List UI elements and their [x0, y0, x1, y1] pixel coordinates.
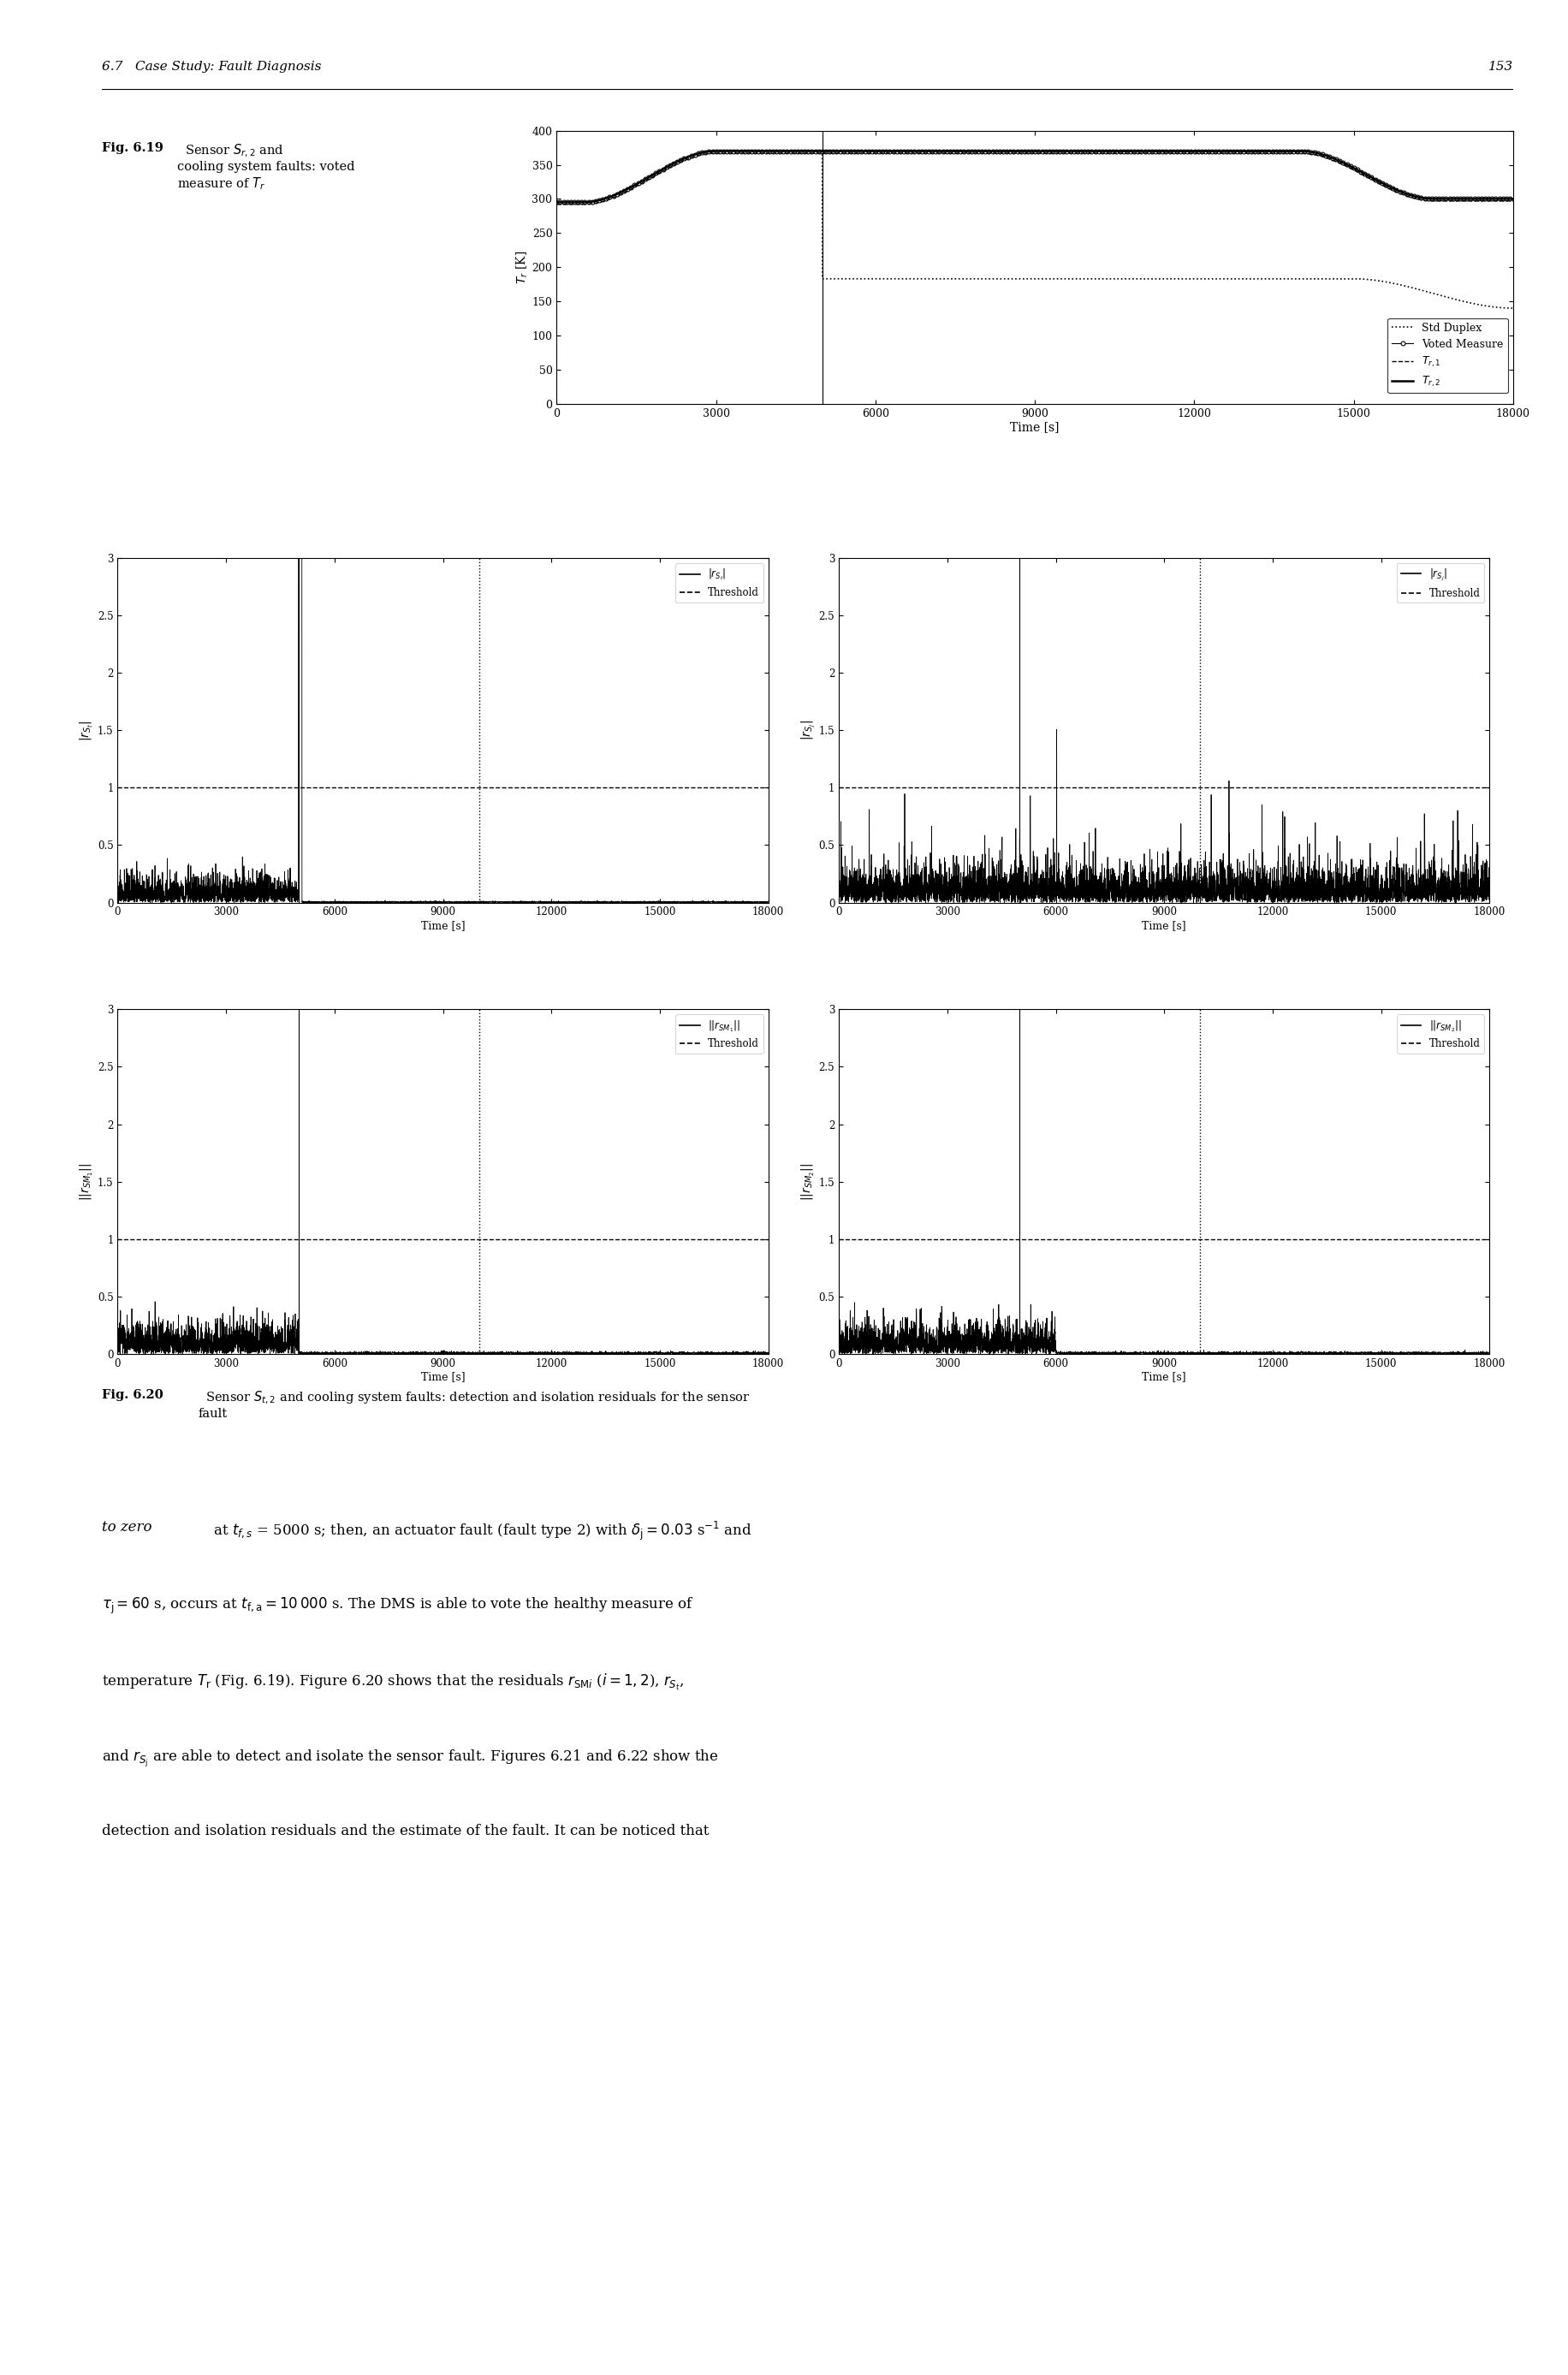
Legend: $||r_{SM_2}||$, Threshold: $||r_{SM_2}||$, Threshold: [1397, 1014, 1485, 1054]
Legend: $|r_{S_t}|$, Threshold: $|r_{S_t}|$, Threshold: [676, 563, 764, 603]
Text: $\tau_{\rm j} = 60$ s, occurs at $t_{\rm f,a} = 10\,000$ s. The DMS is able to v: $\tau_{\rm j} = 60$ s, occurs at $t_{\rm…: [102, 1596, 695, 1615]
Text: detection and isolation residuals and the estimate of the fault. It can be notic: detection and isolation residuals and th…: [102, 1824, 709, 1838]
Text: at $t_{f,s}$ = 5000 s; then, an actuator fault (fault type 2) with $\delta_{\rm : at $t_{f,s}$ = 5000 s; then, an actuator…: [209, 1520, 753, 1541]
$T_{r,2}$: [1171, 138, 1190, 166]
Std Duplex: [867, 264, 886, 292]
Voted Measure: [693, 138, 712, 166]
Text: to zero: to zero: [102, 1520, 152, 1534]
$T_{r,2}$: [815, 138, 834, 166]
$T_{r,2}$: [1104, 138, 1123, 166]
Std Duplex: [815, 264, 834, 292]
$T_{r,1}$: [815, 138, 834, 166]
Std Duplex: [1171, 264, 1190, 292]
Text: temperature $T_{\rm r}$ (Fig. 6.19). Figure 6.20 shows that the residuals $r_{\r: temperature $T_{\rm r}$ (Fig. 6.19). Fig…: [102, 1672, 684, 1691]
$T_{r,2}$: [867, 138, 886, 166]
$T_{r,2}$: [1504, 185, 1523, 214]
Voted Measure: [1501, 185, 1519, 214]
Line: $T_{r,1}$: $T_{r,1}$: [557, 152, 1513, 204]
Legend: $||r_{SM_1}||$, Threshold: $||r_{SM_1}||$, Threshold: [676, 1014, 764, 1054]
Legend: $|r_{S_j}|$, Threshold: $|r_{S_j}|$, Threshold: [1397, 563, 1485, 603]
$T_{r,1}$: [867, 138, 886, 166]
Voted Measure: [583, 188, 602, 216]
Text: and $r_{S_{\rm j}}$ are able to detect and isolate the sensor fault. Figures 6.2: and $r_{S_{\rm j}}$ are able to detect a…: [102, 1748, 718, 1769]
X-axis label: Time [s]: Time [s]: [1142, 919, 1187, 931]
Voted Measure: [1203, 138, 1221, 166]
Line: $T_{r,2}$: $T_{r,2}$: [557, 152, 1513, 202]
Line: Std Duplex: Std Duplex: [557, 152, 1513, 309]
Std Duplex: [547, 188, 566, 216]
X-axis label: Time [s]: Time [s]: [420, 919, 466, 931]
Text: 153: 153: [1488, 59, 1513, 74]
Std Duplex: [1425, 280, 1444, 309]
X-axis label: Time [s]: Time [s]: [1010, 420, 1060, 432]
Voted Measure: [877, 138, 895, 166]
Legend: Std Duplex, Voted Measure, $T_{r,1}$, $T_{r,2}$: Std Duplex, Voted Measure, $T_{r,1}$, $T…: [1388, 318, 1508, 392]
Std Duplex: [1242, 264, 1261, 292]
Text: Fig. 6.20: Fig. 6.20: [102, 1389, 163, 1401]
Voted Measure: [707, 138, 726, 166]
$T_{r,1}$: [707, 138, 726, 166]
$T_{r,2}$: [707, 138, 726, 166]
$T_{r,1}$: [1104, 138, 1123, 166]
$T_{r,1}$: [1425, 188, 1444, 216]
Text: Fig. 6.19: Fig. 6.19: [102, 142, 163, 154]
Std Duplex: [1104, 264, 1123, 292]
$T_{r,2}$: [1242, 138, 1261, 166]
X-axis label: Time [s]: Time [s]: [420, 1370, 466, 1382]
Line: Voted Measure: Voted Measure: [555, 150, 1512, 204]
Voted Measure: [1096, 138, 1115, 166]
Y-axis label: $T_r$ [K]: $T_r$ [K]: [514, 249, 530, 285]
Std Duplex: [1504, 295, 1523, 323]
Voted Measure: [806, 138, 825, 166]
$T_{r,1}$: [1504, 188, 1523, 216]
$T_{r,2}$: [1425, 185, 1444, 214]
Y-axis label: $||r_{SM_2}||$: $||r_{SM_2}||$: [800, 1164, 817, 1199]
Text: Sensor $S_{t,2}$ and cooling system faults: detection and isolation residuals fo: Sensor $S_{t,2}$ and cooling system faul…: [198, 1389, 750, 1420]
Y-axis label: $||r_{SM_1}||$: $||r_{SM_1}||$: [78, 1164, 96, 1199]
Y-axis label: $|r_{S_t}|$: $|r_{S_t}|$: [78, 720, 96, 741]
$T_{r,1}$: [1242, 138, 1261, 166]
Voted Measure: [547, 188, 566, 216]
$T_{r,1}$: [547, 190, 566, 218]
Text: 6.7   Case Study: Fault Diagnosis: 6.7 Case Study: Fault Diagnosis: [102, 59, 321, 74]
Std Duplex: [707, 138, 726, 166]
Y-axis label: $|r_{S_j}|$: $|r_{S_j}|$: [800, 720, 817, 741]
Text: Sensor $S_{r,2}$ and
cooling system faults: voted
measure of $T_r$: Sensor $S_{r,2}$ and cooling system faul…: [177, 142, 354, 192]
$T_{r,2}$: [547, 188, 566, 216]
X-axis label: Time [s]: Time [s]: [1142, 1370, 1187, 1382]
$T_{r,1}$: [1171, 138, 1190, 166]
